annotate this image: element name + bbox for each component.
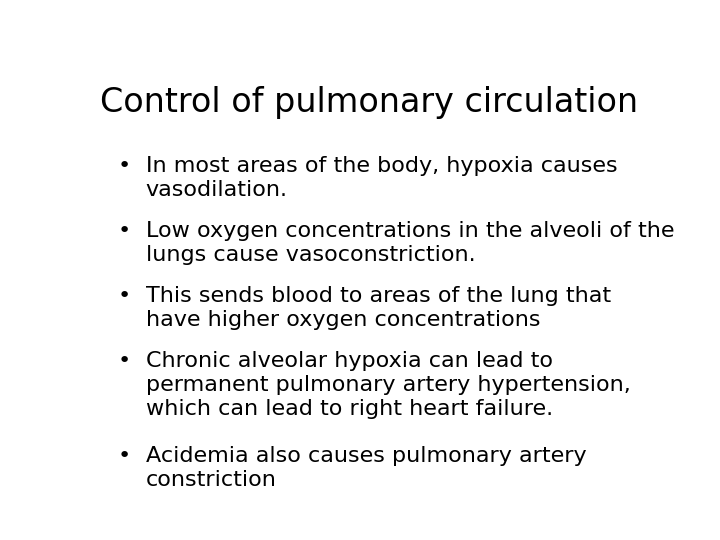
Text: •: •	[118, 446, 131, 465]
Text: Low oxygen concentrations in the alveoli of the
lungs cause vasoconstriction.: Low oxygen concentrations in the alveoli…	[145, 221, 675, 265]
Text: •: •	[118, 221, 131, 241]
Text: This sends blood to areas of the lung that
have higher oxygen concentrations: This sends blood to areas of the lung th…	[145, 286, 611, 330]
Text: •: •	[118, 156, 131, 176]
Text: •: •	[118, 286, 131, 306]
Text: Chronic alveolar hypoxia can lead to
permanent pulmonary artery hypertension,
wh: Chronic alveolar hypoxia can lead to per…	[145, 351, 631, 419]
Text: Control of pulmonary circulation: Control of pulmonary circulation	[100, 85, 638, 119]
Text: Acidemia also causes pulmonary artery
constriction: Acidemia also causes pulmonary artery co…	[145, 446, 586, 490]
Text: •: •	[118, 351, 131, 371]
Text: In most areas of the body, hypoxia causes
vasodilation.: In most areas of the body, hypoxia cause…	[145, 156, 618, 200]
